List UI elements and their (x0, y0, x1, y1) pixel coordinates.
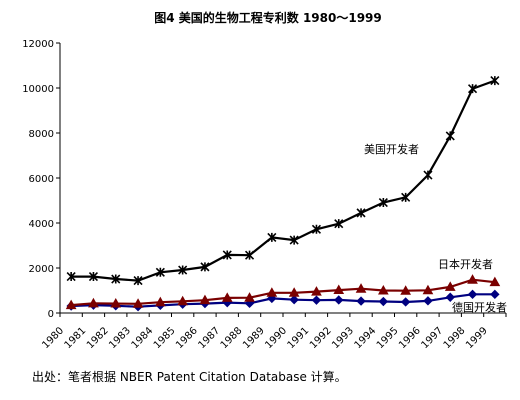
y-tick-label: 12000 (22, 39, 54, 50)
x-tick-label: 1996 (397, 325, 423, 351)
data-point (377, 284, 389, 295)
x-tick-label: 1983 (107, 325, 133, 351)
data-point (133, 276, 143, 286)
data-point (65, 299, 77, 310)
data-point (378, 296, 389, 307)
data-point (132, 298, 144, 308)
x-tick-label: 1986 (174, 325, 200, 351)
data-point (355, 283, 367, 293)
data-point (177, 295, 189, 306)
data-point (356, 208, 366, 218)
x-tick-label: 1997 (419, 325, 445, 351)
y-tick-label: 0 (48, 309, 54, 320)
data-point (490, 289, 500, 300)
data-point (155, 267, 165, 277)
x-tick-label: 1998 (442, 325, 468, 351)
data-point (288, 287, 300, 297)
data-point (244, 250, 255, 260)
data-point (267, 232, 277, 242)
y-tick-label: 10000 (22, 84, 54, 95)
x-tick-label: 1987 (196, 325, 222, 351)
x-tick-label: 1993 (330, 325, 356, 351)
x-ticks: 1980198119821983198419851986198719881989… (40, 313, 507, 351)
data-point (200, 262, 210, 272)
data-point (222, 250, 232, 260)
data-point (445, 131, 455, 141)
data-point (378, 197, 388, 208)
x-tick-label: 1984 (130, 325, 156, 351)
x-tick-label: 1991 (286, 325, 312, 351)
data-point (423, 296, 433, 306)
data-point (154, 296, 166, 307)
x-tick-label: 1982 (85, 325, 111, 351)
data-point (334, 219, 344, 229)
data-point (400, 285, 412, 295)
x-tick-label: 1988 (219, 325, 245, 351)
data-point (422, 284, 434, 295)
data-point (401, 192, 411, 202)
x-tick-label: 1980 (40, 325, 66, 351)
data-point (88, 297, 99, 308)
data-point (289, 235, 299, 245)
y-tick-label: 8000 (29, 129, 54, 140)
series-label-germany: 德国开发者 (452, 300, 507, 314)
data-point (111, 274, 121, 284)
x-tick-label: 1992 (308, 325, 334, 351)
data-point (489, 276, 501, 287)
data-point (178, 265, 188, 275)
y-tick-label: 6000 (29, 174, 54, 185)
data-point (445, 292, 455, 302)
data-point (444, 281, 456, 291)
x-tick-label: 1985 (152, 325, 178, 351)
x-tick-label: 1999 (464, 325, 490, 351)
series-label-us: 美国开发者 (364, 142, 419, 156)
data-point (467, 84, 478, 94)
data-point (289, 295, 299, 305)
data-point (423, 170, 433, 180)
data-point (467, 274, 478, 284)
y-tick-label: 2000 (29, 264, 54, 275)
data-point (311, 286, 322, 296)
series-label-japan: 日本开发者 (438, 257, 493, 271)
series-0 (66, 76, 500, 286)
data-point (88, 271, 99, 282)
series-line (71, 79, 496, 282)
data-point (333, 284, 345, 295)
source-note: 出处：笔者根据 NBER Patent Citation Database 计算… (32, 370, 347, 384)
data-point (244, 292, 255, 302)
x-tick-label: 1989 (241, 325, 267, 351)
data-point (199, 294, 211, 305)
series-1 (65, 274, 501, 310)
data-point (311, 224, 322, 234)
x-tick-label: 1994 (353, 325, 379, 351)
y-tick-label: 4000 (29, 219, 54, 230)
series-labels: 美国开发者 日本开发者 德国开发者 (364, 142, 507, 314)
data-point (266, 287, 278, 297)
data-point (490, 76, 500, 86)
x-tick-label: 1981 (63, 325, 89, 351)
data-point (400, 297, 411, 307)
data-point (467, 289, 478, 300)
data-point (110, 298, 122, 308)
data-point (334, 295, 344, 305)
x-tick-label: 1995 (375, 325, 401, 351)
data-point (221, 292, 233, 302)
chart-title: 图4 美国的生物工程专利数 1980～1999 (154, 10, 382, 25)
data-point (66, 271, 76, 282)
y-ticks: 0 2000 4000 6000 8000 10000 12000 (22, 39, 60, 320)
data-point (356, 296, 366, 306)
x-tick-label: 1990 (263, 325, 289, 351)
data-point (311, 295, 322, 305)
series-line (71, 278, 496, 307)
axes (59, 43, 506, 314)
series-layer (65, 76, 501, 312)
